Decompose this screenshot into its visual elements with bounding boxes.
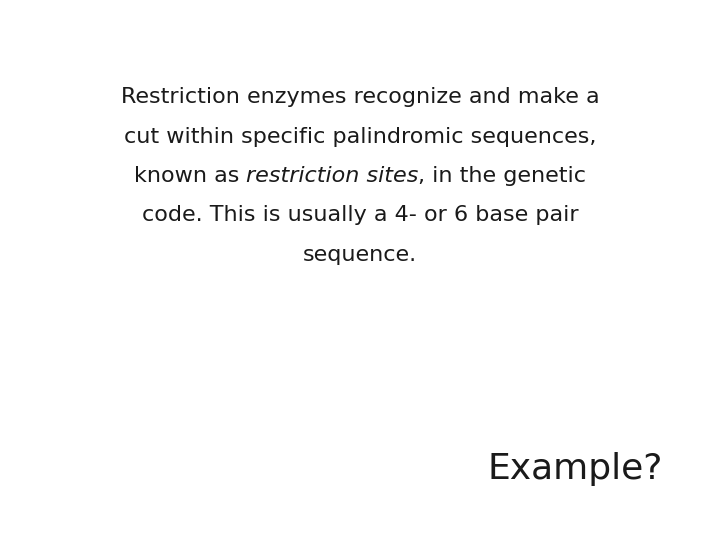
Text: known as: known as: [134, 166, 246, 186]
Text: cut within specific palindromic sequences,: cut within specific palindromic sequence…: [124, 126, 596, 147]
Text: Example?: Example?: [487, 452, 662, 486]
Text: code. This is usually a 4- or 6 base pair: code. This is usually a 4- or 6 base pai…: [142, 205, 578, 226]
Text: , in the genetic: , in the genetic: [418, 166, 586, 186]
Text: sequence.: sequence.: [303, 245, 417, 265]
Text: Restriction enzymes recognize and make a: Restriction enzymes recognize and make a: [121, 87, 599, 107]
Text: restriction sites: restriction sites: [246, 166, 418, 186]
